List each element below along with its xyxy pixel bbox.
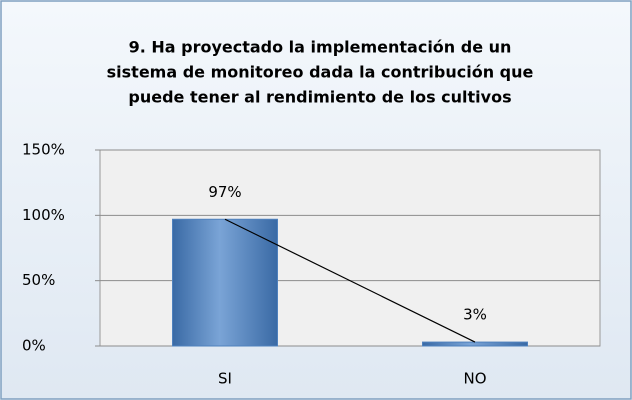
x-tick-label: SI (218, 370, 232, 388)
y-tick-label: 100% (22, 206, 65, 224)
y-tick-label: 150% (22, 141, 65, 159)
data-label: 97% (208, 183, 241, 201)
connecting-line (224, 218, 476, 343)
chart-title: 9. Ha proyectado la implementación de un (129, 38, 512, 57)
bar (422, 341, 528, 347)
x-tick-label: NO (463, 370, 486, 388)
chart-title: sistema de monitoreo dada la contribució… (107, 63, 534, 82)
data-label: 3% (463, 306, 487, 324)
y-tick-label: 50% (22, 271, 55, 289)
y-tick-label: 0% (22, 337, 46, 355)
bar (172, 218, 278, 347)
chart-title: puede tener al rendimiento de los cultiv… (128, 88, 511, 107)
